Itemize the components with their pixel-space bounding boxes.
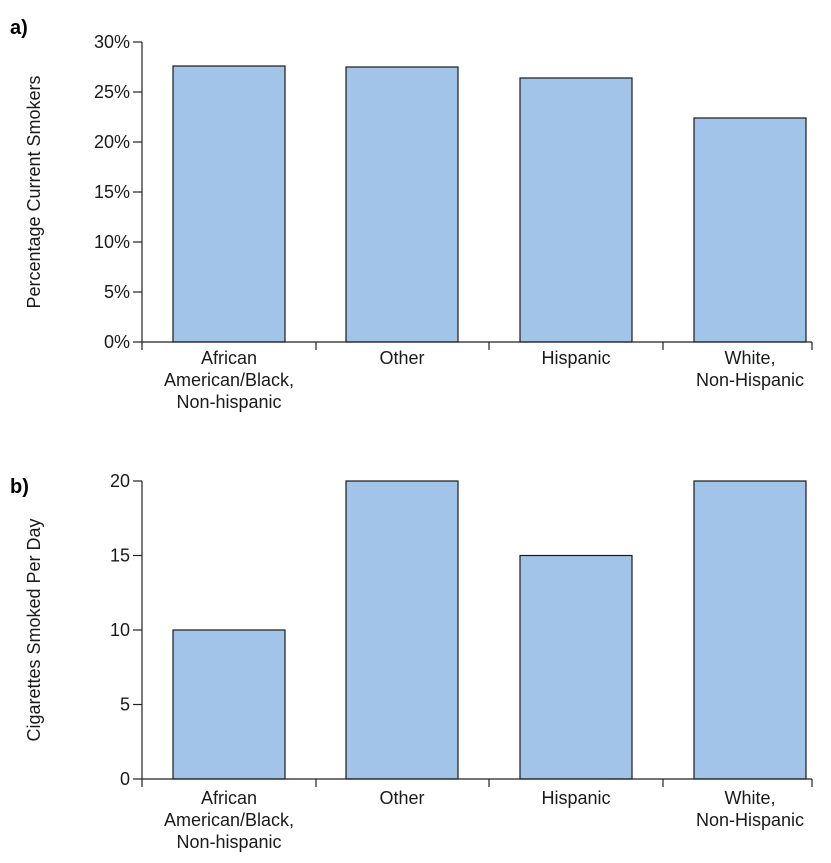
y-tick-label: 10 [110, 620, 130, 640]
panel-label: a) [10, 17, 28, 39]
y-tick-label: 0 [120, 769, 130, 789]
y-tick-label: 0% [104, 332, 130, 352]
y-tick-label: 25% [94, 82, 130, 102]
y-tick-label: 20 [110, 471, 130, 491]
y-tick-label: 30% [94, 32, 130, 52]
y-axis-title: Percentage Current Smokers [24, 75, 44, 308]
bar [172, 65, 286, 343]
panel-label: b) [10, 476, 29, 498]
x-category-label: African American/Black, Non-hispanic [164, 348, 294, 412]
x-category-label: White, Non-Hispanic [696, 788, 804, 830]
bar [172, 629, 286, 780]
bar [519, 77, 633, 343]
y-tick-label: 10% [94, 232, 130, 252]
x-category-label: Hispanic [541, 348, 610, 368]
y-tick-label: 20% [94, 132, 130, 152]
y-tick-label: 15 [110, 546, 130, 566]
bar [693, 480, 807, 780]
x-category-label: Hispanic [541, 788, 610, 808]
x-category-label: African American/Black, Non-hispanic [164, 788, 294, 852]
bar [519, 554, 633, 780]
y-tick-label: 5 [120, 695, 130, 715]
bar [345, 66, 459, 343]
y-tick-label: 15% [94, 182, 130, 202]
y-axis-title: Cigarettes Smoked Per Day [24, 518, 44, 741]
bar [693, 117, 807, 343]
x-category-label: Other [379, 348, 424, 368]
chart-panel-b: b) Cigarettes Smoked Per Day 0 5 10 15 20 Afric… [10, 471, 813, 852]
x-category-label: Other [379, 788, 424, 808]
y-tick-label: 5% [104, 282, 130, 302]
chart-panel-a: a) Percentage Current Smokers 0% 5% 10% 15% 20… [10, 17, 813, 412]
bar [345, 480, 459, 780]
x-category-label: White, Non-Hispanic [696, 348, 804, 390]
